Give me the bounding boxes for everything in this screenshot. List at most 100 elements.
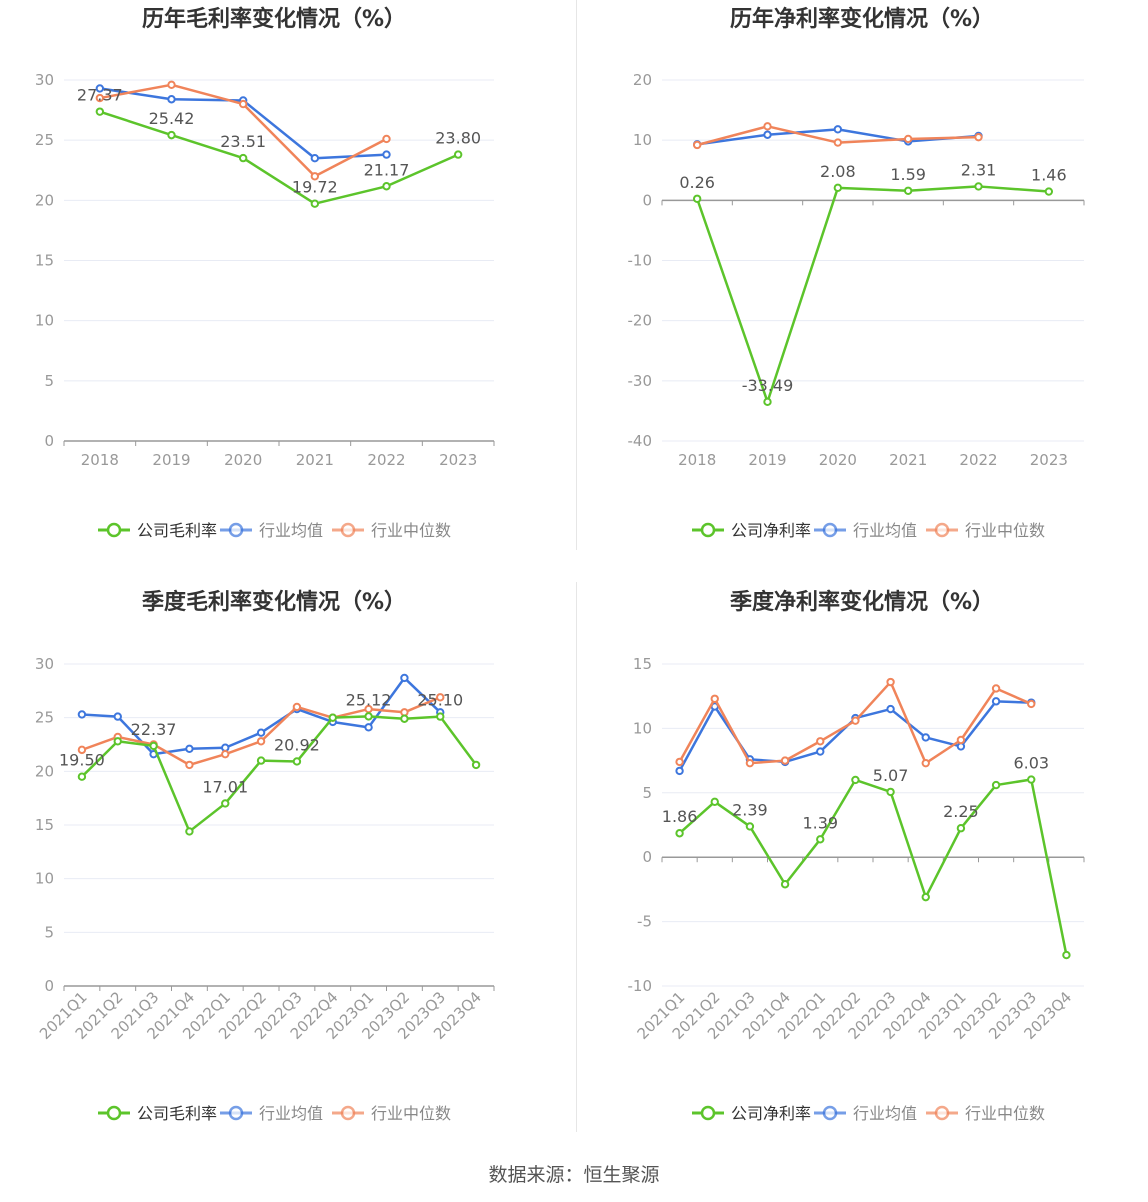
y-tick-label: 30 (35, 655, 54, 673)
data-label: 1.59 (890, 165, 926, 184)
x-tick-label: 2018 (678, 451, 716, 469)
legend-label: 行业均值 (853, 1104, 917, 1123)
data-label: 19.72 (292, 178, 338, 197)
data-point (816, 747, 825, 756)
y-tick-label: 0 (642, 848, 652, 866)
data-point (1027, 775, 1036, 784)
data-point (238, 153, 248, 163)
y-tick-label: 0 (44, 977, 54, 995)
legend-marker (106, 1105, 122, 1121)
data-point (256, 756, 266, 765)
data-point (436, 693, 445, 702)
series-line (678, 778, 1068, 956)
legend-marker (934, 522, 950, 538)
data-point (886, 787, 895, 797)
y-tick-label: 5 (44, 372, 54, 390)
x-tick-label: 2022 (959, 451, 997, 469)
data-point (292, 757, 302, 766)
data-point (400, 714, 409, 723)
data-point (310, 154, 320, 163)
data-point (400, 673, 409, 683)
data-point (921, 892, 930, 902)
y-tick-label: -20 (628, 312, 653, 330)
legend-label: 行业均值 (259, 1104, 323, 1123)
data-label: 25.10 (417, 691, 463, 710)
vertical-divider (576, 0, 577, 550)
data-point (292, 702, 302, 712)
data-point (816, 835, 825, 844)
y-tick-label: 10 (35, 312, 54, 330)
data-point (1062, 950, 1071, 960)
data-point (675, 829, 684, 838)
y-tick-label: -10 (628, 977, 653, 995)
data-point (453, 150, 463, 159)
data-point (833, 125, 843, 134)
legend-label: 行业均值 (259, 521, 323, 540)
series-line (81, 715, 478, 833)
data-point (1027, 699, 1036, 709)
data-label: 25.42 (149, 109, 195, 128)
data-point (238, 99, 248, 109)
legend-label: 公司毛利率 (137, 1104, 217, 1123)
y-tick-label: 10 (35, 870, 54, 888)
y-tick-label: 0 (642, 191, 652, 209)
data-label: 17.01 (202, 777, 248, 796)
x-tick-label: 2021 (296, 451, 334, 469)
y-tick-label: 25 (35, 131, 54, 149)
y-tick-label: 0 (44, 432, 54, 450)
data-point (113, 712, 122, 721)
data-point (328, 713, 337, 722)
data-label: 2.39 (732, 800, 768, 819)
y-tick-label: 5 (642, 784, 652, 802)
legend-marker (822, 1105, 838, 1121)
data-point (185, 744, 194, 753)
data-label: 22.37 (131, 720, 177, 739)
y-tick-label: -30 (628, 372, 653, 390)
legend-label: 行业中位数 (965, 1104, 1045, 1123)
data-point (95, 107, 105, 116)
chart-title: 历年毛利率变化情况（%） (142, 6, 406, 32)
x-tick-label: 2022 (367, 451, 405, 469)
data-label: 19.50 (59, 751, 105, 770)
y-tick-label: 25 (35, 709, 54, 727)
legend-marker (700, 1105, 716, 1121)
data-point (921, 733, 930, 742)
x-tick-label: 2023 (439, 451, 477, 469)
data-label: 20.92 (274, 735, 320, 754)
data-point (382, 150, 391, 159)
x-tick-label: 2020 (819, 451, 857, 469)
data-label: 2.25 (943, 802, 979, 821)
data-point (221, 743, 230, 752)
data-point (956, 735, 966, 745)
legend-marker (228, 1105, 244, 1121)
legend-marker (822, 522, 838, 538)
series-line (678, 700, 1032, 772)
data-point (745, 822, 755, 831)
legend-label: 行业中位数 (965, 521, 1045, 540)
data-point (956, 742, 966, 751)
data-point (167, 130, 176, 140)
data-point (77, 772, 87, 781)
data-point (974, 132, 983, 142)
legend-marker (340, 1105, 356, 1121)
chart-title: 季度净利率变化情况（%） (730, 589, 994, 615)
data-point (113, 737, 122, 746)
legend-label: 公司净利率 (731, 1104, 811, 1123)
data-point (382, 182, 391, 191)
data-point (903, 134, 913, 144)
data-point (991, 697, 1001, 706)
data-point (921, 758, 930, 768)
data-point (1044, 187, 1054, 196)
y-tick-label: -10 (628, 252, 653, 270)
data-point (185, 760, 194, 770)
x-tick-label: 2023 (1030, 451, 1068, 469)
legend-label: 行业中位数 (371, 1104, 451, 1123)
y-tick-label: 20 (35, 762, 54, 780)
data-point (185, 827, 194, 836)
data-point (221, 749, 230, 759)
data-point (780, 880, 790, 889)
data-point (471, 760, 481, 770)
data-point (833, 183, 843, 193)
data-label: 21.17 (364, 160, 410, 179)
